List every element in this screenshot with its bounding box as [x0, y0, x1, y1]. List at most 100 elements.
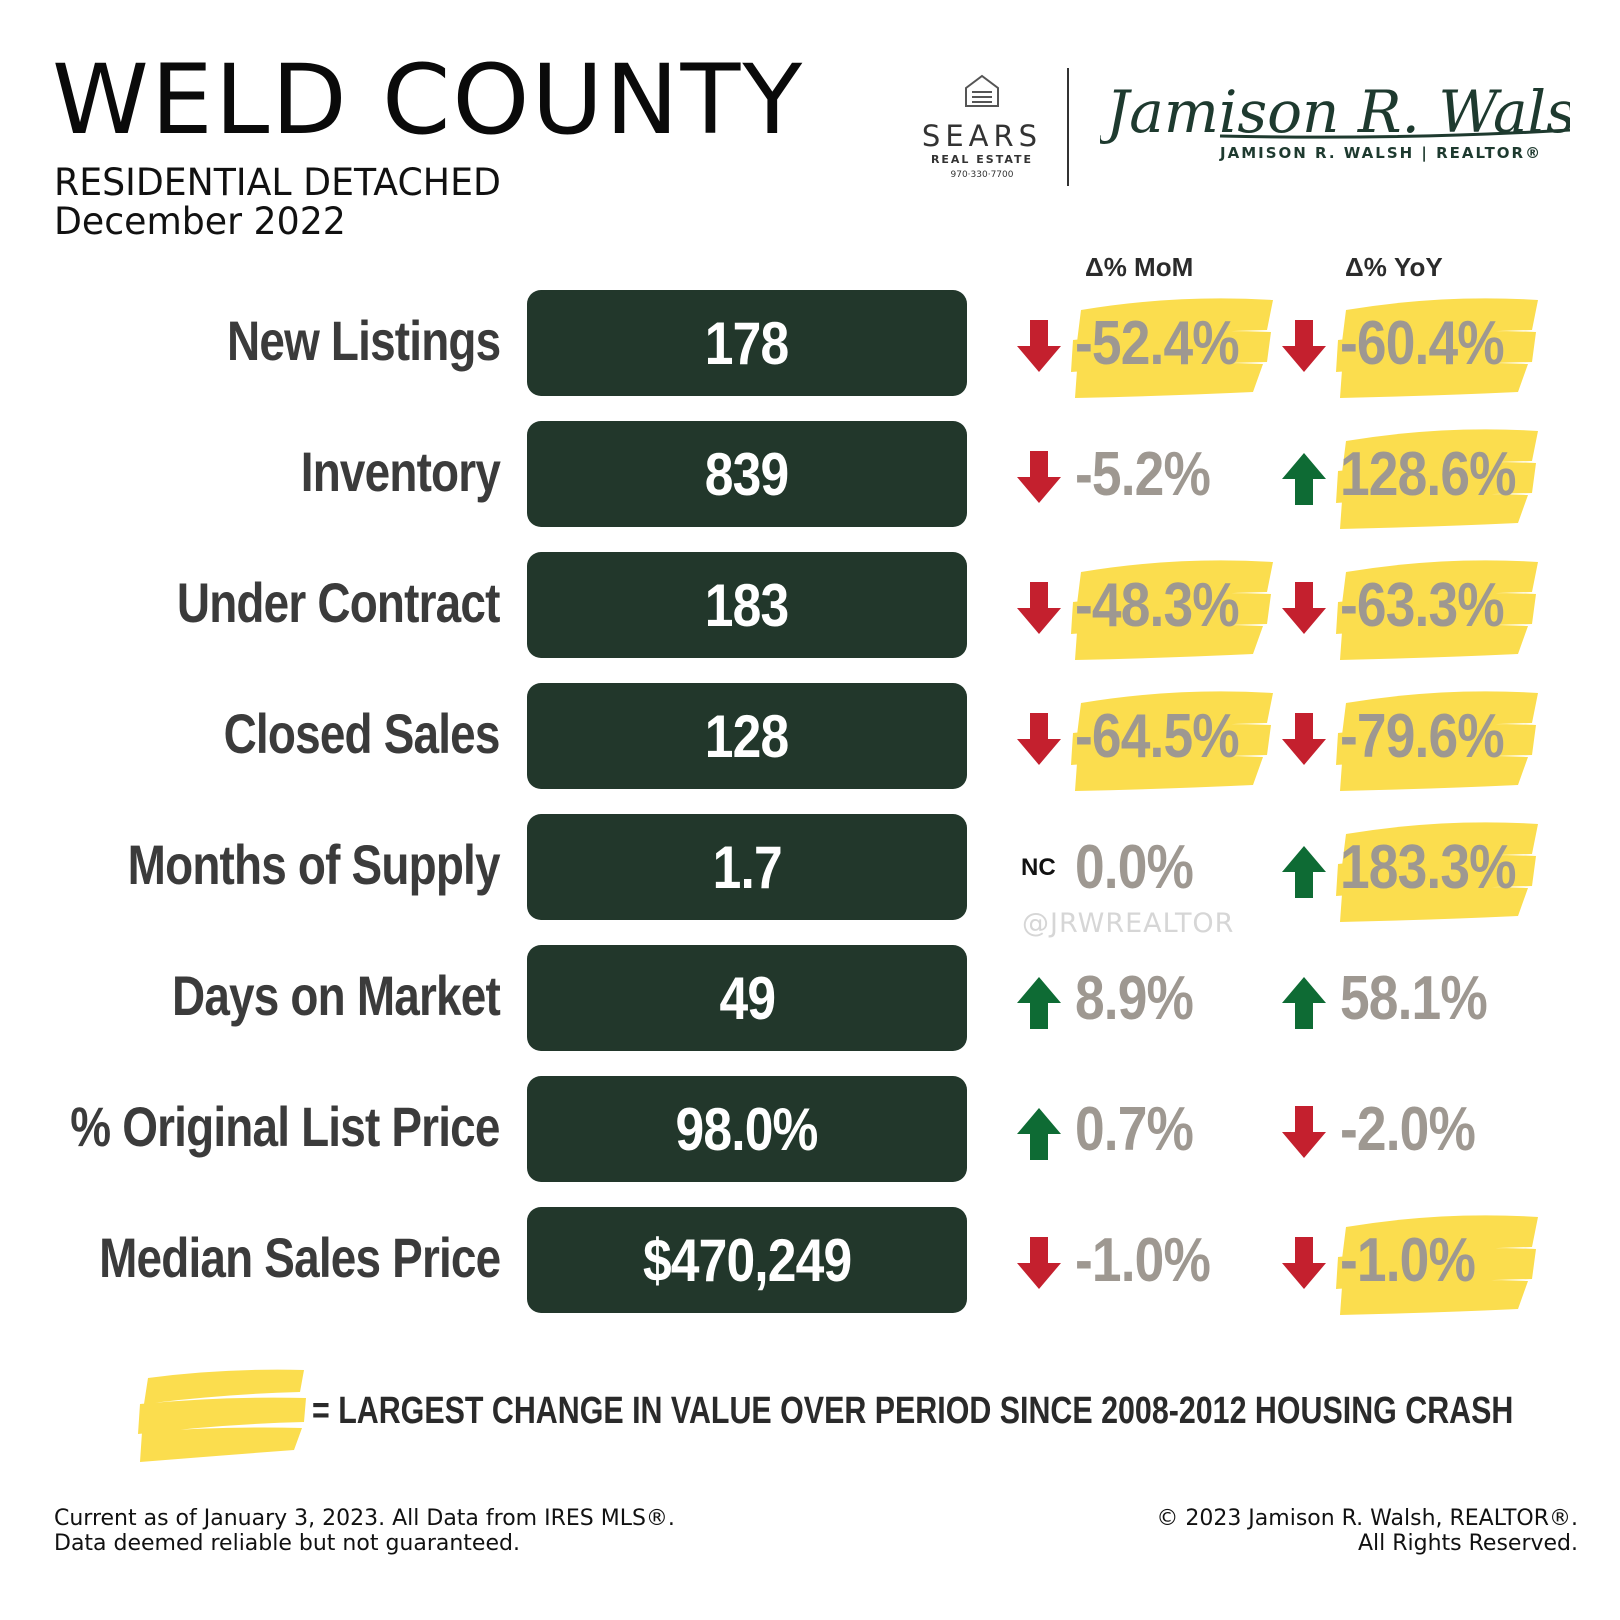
- metric-value: 98.0%: [675, 1095, 819, 1163]
- signature-logo: Jamison R. Walsh: [1096, 78, 1613, 146]
- sears-logo: SEARS REAL ESTATE 970·330·7700: [912, 72, 1052, 180]
- metric-value: 128: [705, 702, 789, 770]
- arrow-down-icon: [1017, 451, 1061, 503]
- metric-label: Days on Market: [172, 964, 501, 1027]
- watermark: @JRWREALTOR: [1022, 908, 1235, 939]
- change-mom: NC 0.0%: [1015, 814, 1275, 920]
- change-mom: 0.7%: [1015, 1076, 1275, 1182]
- footer-reliability: Data deemed reliable but not guaranteed.: [54, 1531, 520, 1557]
- percent-change: -79.6%: [1340, 702, 1505, 771]
- walsh-logo: Jamison R. Walsh JAMISON R. WALSH | REAL…: [1096, 78, 1613, 173]
- metric-row: Closed Sales 128 -64.5% -79.6%: [0, 683, 1620, 791]
- metric-label: Months of Supply: [127, 833, 501, 896]
- page-title: WELD COUNTY: [52, 44, 805, 156]
- no-change-label: NC: [1021, 854, 1056, 881]
- logo-divider: [1067, 68, 1069, 186]
- metric-value: 49: [719, 964, 776, 1032]
- signature-text: Jamison R. Walsh: [1100, 78, 1570, 146]
- highlight-marker: [1336, 298, 1538, 398]
- highlight-marker: [1071, 298, 1273, 398]
- arrow-down-icon: [1282, 1106, 1326, 1158]
- metric-label: Under Contract: [177, 571, 501, 634]
- column-header-yoy: Δ% YoY: [1345, 252, 1443, 282]
- arrow-up-icon: [1282, 453, 1326, 505]
- subtitle-date: December 2022: [54, 199, 346, 243]
- change-mom: -48.3%: [1015, 552, 1275, 660]
- arrow-up-icon: [1017, 1108, 1061, 1160]
- change-yoy: -79.6%: [1280, 683, 1540, 791]
- change-mom: 8.9%: [1015, 945, 1275, 1051]
- metric-value-box: 178: [527, 290, 967, 396]
- metric-row: Median Sales Price $470,249 -1.0% -1.0%: [0, 1207, 1620, 1315]
- realtor-line: JAMISON R. WALSH | REALTOR®: [1220, 144, 1543, 162]
- metric-value: 183: [705, 571, 789, 639]
- change-mom: -1.0%: [1015, 1207, 1275, 1313]
- highlight-marker: [1336, 560, 1538, 660]
- metric-value: 178: [705, 309, 789, 377]
- change-mom: -64.5%: [1015, 683, 1275, 791]
- highlight-marker: [1336, 1215, 1538, 1315]
- percent-change: -48.3%: [1075, 571, 1240, 640]
- percent-change: 0.7%: [1075, 1095, 1194, 1164]
- arrow-down-icon: [1282, 320, 1326, 372]
- percent-change: 8.9%: [1075, 964, 1194, 1033]
- metric-row: Days on Market 49 8.9% 58.1%: [0, 945, 1620, 1051]
- sears-phone: 970·330·7700: [950, 170, 1014, 180]
- arrow-up-icon: [1282, 846, 1326, 898]
- page-subtitle: RESIDENTIAL DETACHED December 2022: [54, 161, 501, 243]
- change-yoy: 128.6%: [1280, 421, 1540, 529]
- arrow-down-icon: [1282, 1237, 1326, 1289]
- metric-row: Months of Supply 1.7 NC 0.0% 183.3%: [0, 814, 1620, 922]
- highlight-marker: [1336, 691, 1538, 791]
- metric-row: New Listings 178 -52.4% -60.4%: [0, 290, 1620, 398]
- change-yoy: 183.3%: [1280, 814, 1540, 922]
- metric-value-box: 128: [527, 683, 967, 789]
- percent-change: -1.0%: [1340, 1226, 1476, 1295]
- legend-text: = LARGEST CHANGE IN VALUE OVER PERIOD SI…: [312, 1390, 1514, 1432]
- arrow-down-icon: [1017, 1237, 1061, 1289]
- change-yoy: -60.4%: [1280, 290, 1540, 398]
- percent-change: 58.1%: [1340, 964, 1488, 1033]
- percent-change: -63.3%: [1340, 571, 1505, 640]
- metric-value-box: 1.7: [527, 814, 967, 920]
- footer-copyright: © 2023 Jamison R. Walsh, REALTOR®. All R…: [1156, 1506, 1578, 1557]
- change-yoy: -1.0%: [1280, 1207, 1540, 1315]
- arrow-down-icon: [1017, 713, 1061, 765]
- highlight-marker: [1071, 691, 1273, 791]
- house-icon: [965, 74, 999, 107]
- percent-change: -5.2%: [1075, 440, 1211, 509]
- metric-value: 839: [705, 440, 789, 508]
- percent-change: -60.4%: [1340, 309, 1505, 378]
- highlight-legend-swatch: [138, 1369, 306, 1462]
- percent-change: -1.0%: [1075, 1226, 1211, 1295]
- change-yoy: -63.3%: [1280, 552, 1540, 660]
- highlight-marker: [1336, 429, 1538, 529]
- percent-change: -2.0%: [1340, 1095, 1476, 1164]
- arrow-down-icon: [1017, 320, 1061, 372]
- highlight-marker: [1336, 822, 1538, 922]
- change-yoy: -2.0%: [1280, 1076, 1540, 1182]
- metric-label: Closed Sales: [223, 702, 501, 765]
- metric-label: Median Sales Price: [98, 1226, 501, 1289]
- metric-label: % Original List Price: [70, 1095, 501, 1158]
- sears-name: SEARS: [921, 119, 1043, 153]
- percent-change: 128.6%: [1340, 440, 1517, 509]
- metric-row: Inventory 839 -5.2% 128.6%: [0, 421, 1620, 529]
- metric-value-box: 98.0%: [527, 1076, 967, 1182]
- copyright-line: © 2023 Jamison R. Walsh, REALTOR®.: [1156, 1506, 1578, 1531]
- highlight-marker: [1071, 560, 1273, 660]
- column-header-mom: Δ% MoM: [1085, 252, 1194, 282]
- change-yoy: 58.1%: [1280, 945, 1540, 1051]
- metric-row: % Original List Price 98.0% 0.7% -2.0%: [0, 1076, 1620, 1182]
- arrow-down-icon: [1017, 582, 1061, 634]
- rights-line: All Rights Reserved.: [1357, 1531, 1578, 1557]
- subtitle-property-type: RESIDENTIAL DETACHED: [54, 161, 501, 204]
- arrow-up-icon: [1282, 977, 1326, 1029]
- percent-change: -52.4%: [1075, 309, 1240, 378]
- percent-change: 183.3%: [1340, 833, 1517, 902]
- footer-source: Current as of January 3, 2023. All Data …: [54, 1506, 675, 1531]
- percent-change: -64.5%: [1075, 702, 1240, 771]
- change-mom: -5.2%: [1015, 421, 1275, 527]
- metric-value-box: 183: [527, 552, 967, 658]
- sears-subtitle: REAL ESTATE: [930, 153, 1034, 166]
